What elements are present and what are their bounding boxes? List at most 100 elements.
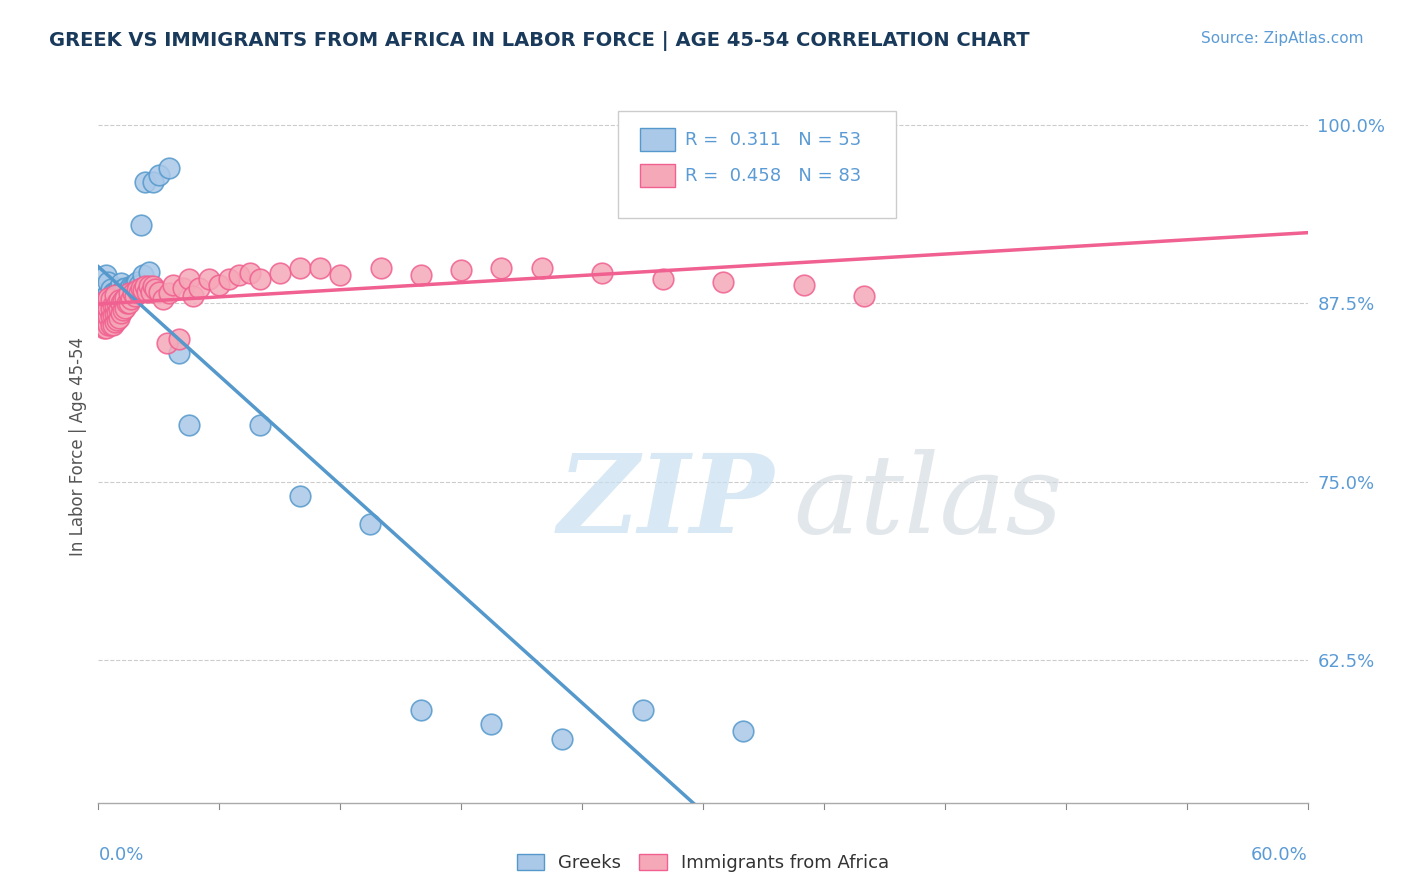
Point <box>167 346 190 360</box>
Point <box>100 303 122 318</box>
Point <box>128 286 150 301</box>
FancyBboxPatch shape <box>640 164 675 187</box>
Point <box>100 292 122 306</box>
Point <box>100 318 122 332</box>
Text: R =  0.458   N = 83: R = 0.458 N = 83 <box>685 167 860 185</box>
Point <box>107 292 129 306</box>
Point <box>152 292 174 306</box>
Point <box>97 318 120 332</box>
Point <box>793 277 815 292</box>
Point <box>135 285 157 299</box>
Point <box>110 277 132 291</box>
Point <box>100 293 122 308</box>
Point <box>249 272 271 286</box>
Point <box>107 293 129 308</box>
Point <box>148 168 170 182</box>
Point <box>370 260 392 275</box>
Text: GREEK VS IMMIGRANTS FROM AFRICA IN LABOR FORCE | AGE 45-54 CORRELATION CHART: GREEK VS IMMIGRANTS FROM AFRICA IN LABOR… <box>49 31 1029 51</box>
Point <box>101 318 124 332</box>
Point <box>591 266 613 280</box>
Text: ZIP: ZIP <box>558 450 775 557</box>
Point <box>172 280 194 294</box>
Point <box>111 282 134 296</box>
Point <box>132 268 155 282</box>
Point <box>96 303 118 318</box>
Point <box>111 303 134 318</box>
Point <box>148 285 170 299</box>
Point <box>97 296 120 310</box>
Point <box>120 292 142 306</box>
Point <box>450 263 472 277</box>
Point <box>181 289 204 303</box>
Point <box>110 296 132 310</box>
Point <box>309 260 332 275</box>
Point <box>118 286 141 301</box>
Point <box>651 272 673 286</box>
Point <box>134 175 156 189</box>
Point <box>288 260 311 275</box>
Point <box>118 296 141 310</box>
Point <box>121 279 143 293</box>
Point <box>134 279 156 293</box>
Point <box>156 336 179 351</box>
Point <box>157 286 180 301</box>
Point <box>101 298 124 312</box>
Point <box>96 268 118 282</box>
Point <box>249 417 271 432</box>
Point <box>105 296 128 310</box>
Point <box>142 279 165 293</box>
FancyBboxPatch shape <box>640 128 675 152</box>
Point <box>121 286 143 301</box>
Point <box>157 161 180 175</box>
Point <box>138 265 160 279</box>
Point <box>107 310 129 325</box>
Point <box>114 301 136 315</box>
Point <box>110 287 132 301</box>
Point <box>114 292 136 306</box>
Point <box>853 289 876 303</box>
Point <box>188 280 211 294</box>
Point <box>103 315 125 329</box>
Point <box>124 277 146 292</box>
Point <box>128 277 150 292</box>
Point <box>97 309 120 323</box>
Point <box>481 717 503 731</box>
Text: 60.0%: 60.0% <box>1251 846 1308 863</box>
Point <box>198 272 221 286</box>
Point <box>96 313 118 327</box>
Point <box>228 268 250 282</box>
Point <box>329 268 352 282</box>
Point <box>132 284 155 298</box>
Point <box>89 306 111 320</box>
Point <box>114 291 136 305</box>
Point <box>103 287 125 301</box>
Point <box>103 298 125 312</box>
Point <box>103 294 125 309</box>
Point <box>409 268 432 282</box>
Legend: Greeks, Immigrants from Africa: Greeks, Immigrants from Africa <box>509 847 897 880</box>
Point <box>491 260 513 275</box>
Point <box>711 275 734 289</box>
Point <box>114 280 136 294</box>
Point <box>111 293 134 308</box>
Point <box>97 275 120 289</box>
Point <box>97 286 120 301</box>
Point <box>100 301 122 315</box>
Text: Source: ZipAtlas.com: Source: ZipAtlas.com <box>1201 31 1364 46</box>
Point <box>143 282 166 296</box>
Point <box>631 703 654 717</box>
Point <box>269 266 291 280</box>
Point <box>218 272 240 286</box>
Point <box>96 289 118 303</box>
Point <box>100 309 122 323</box>
Point <box>101 286 124 301</box>
FancyBboxPatch shape <box>619 111 897 218</box>
Point <box>107 301 129 316</box>
Point <box>288 489 311 503</box>
Point <box>111 293 134 308</box>
Point <box>125 284 148 298</box>
Point <box>115 296 138 310</box>
Text: R =  0.311   N = 53: R = 0.311 N = 53 <box>685 131 860 149</box>
Point <box>115 285 138 299</box>
Point <box>129 218 152 232</box>
